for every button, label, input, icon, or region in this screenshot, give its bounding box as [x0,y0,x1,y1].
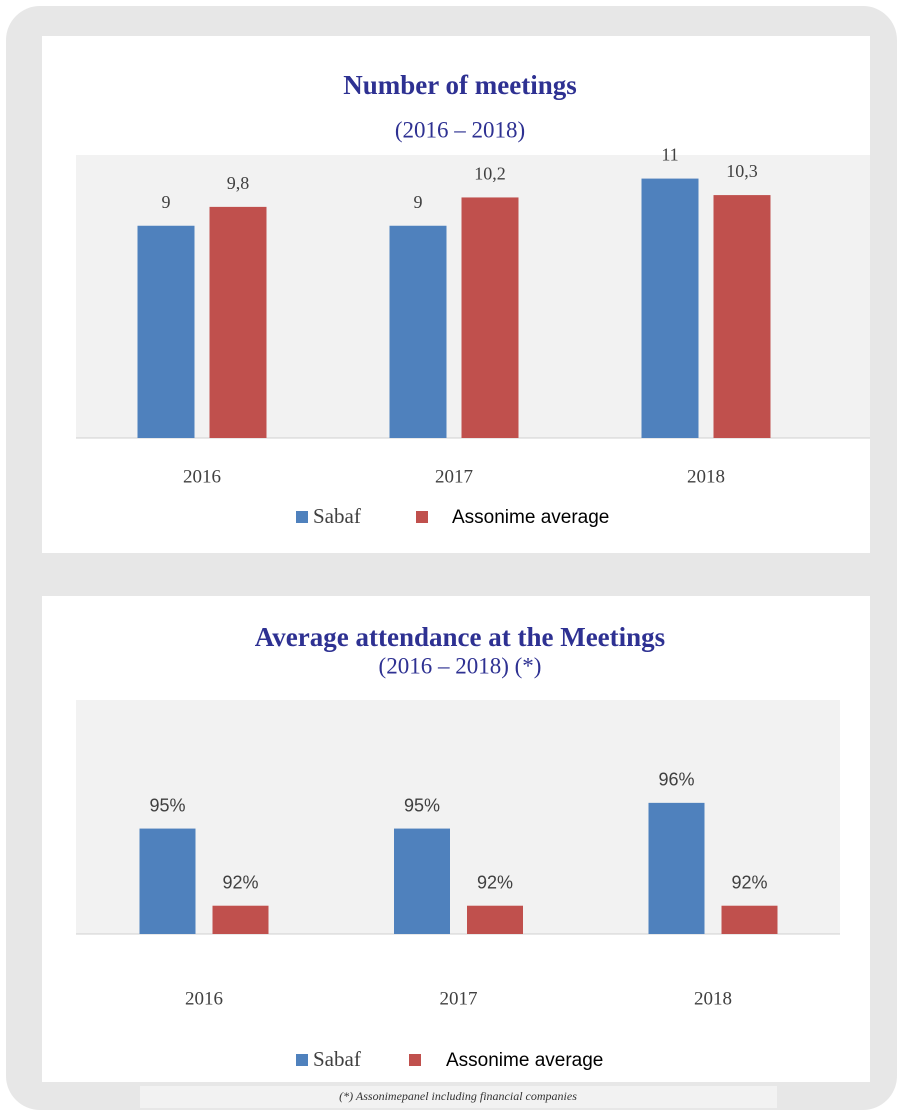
bar [139,828,196,934]
chart-subtitle: (2016 – 2018) (*) [379,653,542,678]
x-tick-label: 2017 [440,988,478,1009]
bar [467,905,523,934]
legend-label: Sabaf [313,1047,361,1071]
data-label: 9,8 [227,173,250,193]
footnote-box [140,1086,777,1108]
x-tick-label: 2016 [183,466,221,487]
chart-title: Number of meetings [343,70,576,100]
x-tick-label: 2018 [694,988,732,1009]
data-label: 92% [222,872,258,892]
data-label: 9 [414,192,423,212]
data-label: 10,2 [474,164,506,184]
bar [137,225,195,438]
legend-swatch [296,1054,308,1066]
bar [648,802,705,934]
legend-label: Assonime average [452,507,609,528]
data-label: 95% [149,795,185,815]
data-label: 95% [404,795,440,815]
legend-swatch [416,511,428,523]
x-tick-label: 2018 [687,466,725,487]
data-label: 92% [477,872,513,892]
footnote: (*) Assonimepanel including financial co… [339,1089,577,1103]
bar [641,178,699,439]
data-label: 9 [162,192,171,212]
bar [713,195,771,438]
x-tick-label: 2016 [185,988,223,1009]
bar [389,225,447,438]
bar [394,828,450,934]
data-label: 92% [731,872,767,892]
chart-title: Average attendance at the Meetings [255,622,665,652]
x-tick-label: 2017 [435,466,473,487]
legend-label: Assonime average [446,1050,603,1071]
bar [212,905,269,934]
bar [721,905,778,934]
legend-label: Sabaf [313,504,361,528]
bar [461,197,519,438]
chart-subtitle: (2016 – 2018) [395,117,525,142]
bar [209,206,267,438]
legend-swatch [296,511,308,523]
legend-swatch [409,1054,421,1066]
data-label: 11 [661,145,678,165]
data-label: 96% [658,770,694,790]
data-label: 10,3 [726,161,758,181]
plot-area [76,700,840,934]
